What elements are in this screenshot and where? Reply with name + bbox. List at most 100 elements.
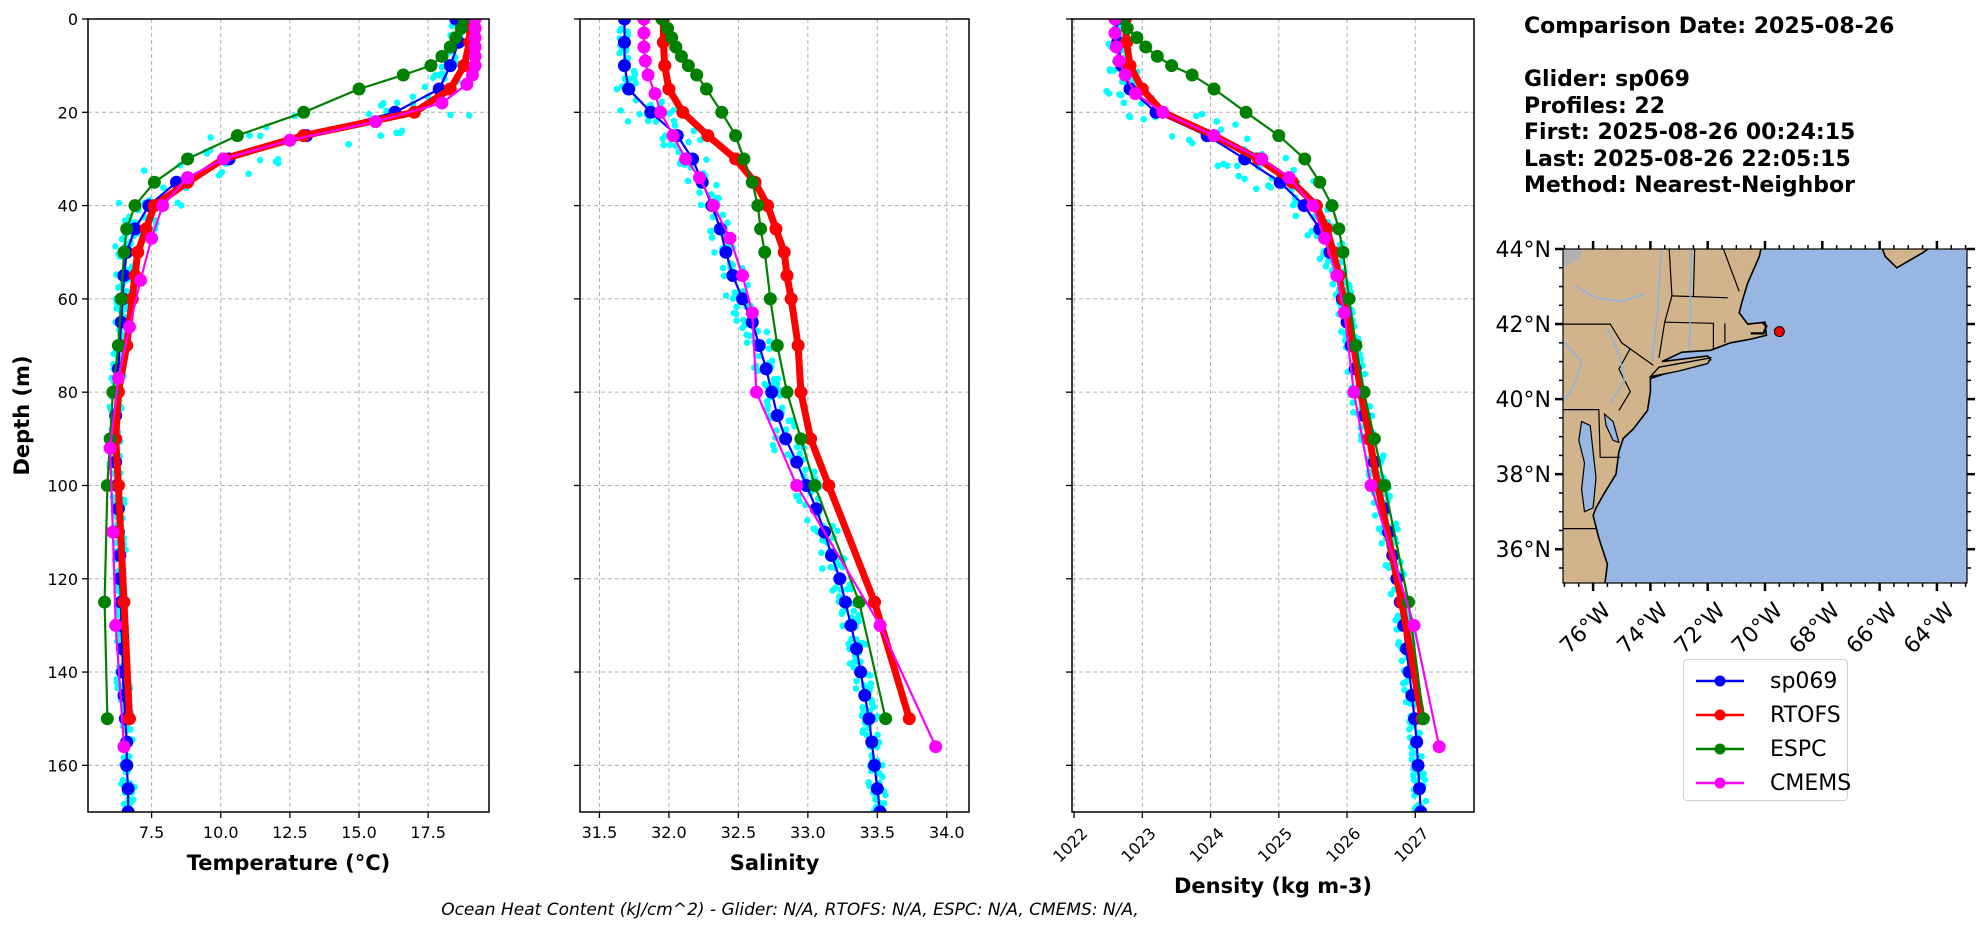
- glider-profile-point: [810, 525, 817, 533]
- comparison-date: Comparison Date: 2025-08-26: [1524, 14, 1895, 39]
- series-point-rtofs: [777, 245, 791, 259]
- lon-tick-label: 74°W: [1613, 598, 1674, 659]
- plot-area: [1103, 19, 1446, 812]
- y-tick-label: 80: [58, 383, 78, 402]
- glider-profile-point: [802, 466, 809, 473]
- series-point-espc: [1120, 21, 1134, 35]
- x-tick-label: 15.0: [341, 823, 377, 842]
- state-border: [1692, 249, 1696, 297]
- glider-profile-point: [1349, 399, 1357, 406]
- x-tick-label: 12.5: [272, 823, 308, 842]
- glider-profile-point: [1406, 726, 1413, 733]
- nova-scotia: [1881, 249, 1930, 269]
- series-point-cmems: [1318, 231, 1332, 245]
- series-point-rtofs: [701, 129, 715, 143]
- glider-profile-point: [121, 217, 129, 224]
- series-point-sp069: [870, 782, 884, 796]
- series-point-espc: [1357, 385, 1371, 399]
- glider-profile-point: [1304, 231, 1311, 239]
- x-tick-label: 32.0: [651, 823, 687, 842]
- glider-profile-point: [879, 773, 886, 780]
- x-tick-label: 32.5: [721, 823, 757, 842]
- glider-profile-point: [731, 289, 739, 296]
- series-point-sp069: [443, 59, 457, 73]
- state-border: [1563, 323, 1654, 366]
- series-point-cmems: [117, 740, 131, 754]
- glider-profile-point: [769, 441, 777, 449]
- series-point-espc: [352, 82, 366, 96]
- series-point-cmems: [109, 618, 123, 632]
- series-point-cmems: [666, 129, 680, 143]
- glider-profile-point: [1232, 121, 1239, 128]
- chesapeake-bay: [1578, 420, 1597, 513]
- series-point-sp069: [644, 105, 658, 119]
- series-point-sp069: [862, 712, 876, 726]
- series-point-cmems: [1112, 54, 1126, 68]
- glider-profile-point: [818, 565, 826, 572]
- series-point-sp069: [844, 618, 858, 632]
- glider-profile-point: [1241, 175, 1248, 183]
- series-point-cmems: [648, 87, 662, 101]
- series-point-espc: [98, 595, 112, 609]
- series-point-rtofs: [868, 595, 882, 609]
- series-point-sp069: [719, 245, 733, 259]
- glider-profile-point: [115, 199, 123, 207]
- glider-profile-point: [865, 778, 872, 786]
- glider-profile-point: [1324, 257, 1332, 265]
- last-time: Last: 2025-08-26 22:05:15: [1524, 146, 1851, 172]
- glider-profile-point: [613, 85, 621, 93]
- x-tick-label: 1023: [1117, 824, 1159, 866]
- series-point-cmems: [692, 171, 706, 185]
- series-point-espc: [1332, 222, 1346, 236]
- legend-marker-icon: [1696, 777, 1744, 789]
- series-point-cmems: [1347, 385, 1361, 399]
- glider-profile-point: [729, 295, 737, 302]
- series-point-sp069: [1410, 735, 1424, 749]
- ocean-heat-content-footer: Ocean Heat Content (kJ/cm^2) - Glider: N…: [441, 900, 1139, 920]
- series-point-cmems: [1255, 152, 1269, 166]
- series-point-espc: [1150, 49, 1164, 63]
- glider-profile-point: [1214, 162, 1222, 170]
- series-point-espc: [114, 292, 128, 306]
- series-point-sp069: [854, 665, 868, 679]
- glider-profile-point: [1416, 729, 1423, 737]
- series-point-cmems: [468, 31, 482, 45]
- series-point-cmems: [122, 320, 136, 334]
- series-point-cmems: [1330, 269, 1344, 283]
- glider-profile-point: [770, 380, 778, 388]
- series-point-sp069: [1414, 805, 1428, 812]
- series-point-espc: [751, 199, 765, 213]
- glider-profile-point: [1118, 91, 1125, 99]
- glider-profile-point: [690, 127, 698, 135]
- series-point-cmems: [637, 40, 651, 54]
- glider-profile-point: [804, 517, 811, 524]
- glider-profile-point: [177, 202, 185, 209]
- series-point-espc: [297, 105, 311, 119]
- glider-profile-point: [429, 74, 437, 81]
- series-point-sp069: [1412, 782, 1426, 796]
- series-point-espc: [424, 59, 438, 73]
- glider-profile-point: [719, 211, 727, 219]
- x-tick-label: 1025: [1254, 824, 1296, 866]
- x-tick-label: 10.0: [203, 823, 239, 842]
- lon-tick-label: 68°W: [1785, 598, 1846, 659]
- glider-location-marker: [1773, 326, 1785, 338]
- glider-profile-point: [1349, 409, 1357, 416]
- series-point-rtofs: [804, 432, 818, 446]
- y-tick-label: 20: [58, 103, 78, 122]
- glider-profile-point: [617, 107, 624, 114]
- x-tick-label: 1022: [1049, 824, 1091, 866]
- y-axis-label: Depth (m): [10, 355, 34, 475]
- state-border: [1664, 321, 1715, 349]
- series-point-cmems: [369, 115, 383, 129]
- series-point-sp069: [858, 688, 872, 702]
- glider-profile-point: [853, 677, 860, 685]
- series-point-espc: [758, 245, 772, 259]
- state-border: [1658, 249, 1673, 358]
- glider-profile-point: [1233, 162, 1241, 170]
- series-point-espc: [770, 339, 784, 353]
- legend-marker-icon: [1696, 743, 1744, 755]
- state-border: [1671, 295, 1728, 299]
- series-point-sp069: [617, 59, 631, 73]
